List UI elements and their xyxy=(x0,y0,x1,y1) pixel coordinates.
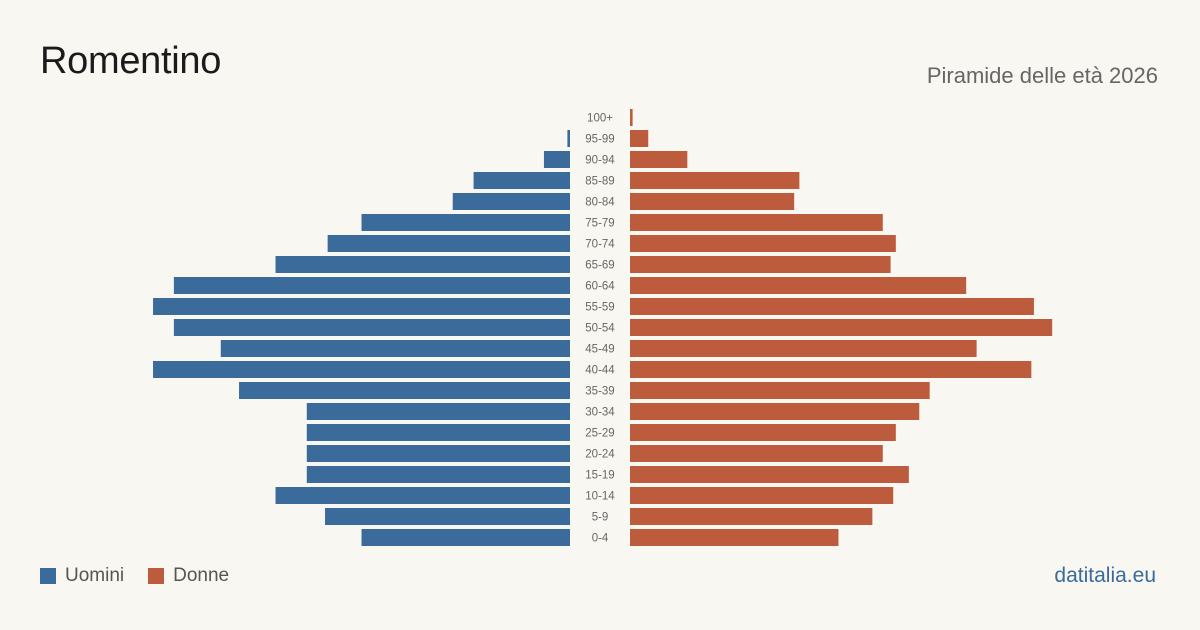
age-group-label: 100+ xyxy=(587,113,613,125)
bar-men-30-34 xyxy=(306,403,570,420)
bar-men-10-14 xyxy=(275,487,570,504)
age-group-label: 50-54 xyxy=(585,323,615,335)
age-group-label: 80-84 xyxy=(585,197,615,209)
age-group-label: 60-64 xyxy=(585,281,615,293)
bar-women-80-84 xyxy=(630,193,795,210)
age-group-label: 15-19 xyxy=(585,470,614,482)
legend-label-men: Uomini xyxy=(65,565,125,586)
bar-men-15-19 xyxy=(306,466,570,483)
bar-women-65-69 xyxy=(630,256,891,273)
age-group-label: 0-4 xyxy=(592,533,609,545)
bar-men-80-84 xyxy=(452,193,570,210)
bar-men-5-9 xyxy=(325,508,570,525)
bar-men-70-74 xyxy=(327,235,570,252)
bar-women-90-94 xyxy=(630,151,688,168)
bar-men-40-44 xyxy=(153,361,570,378)
bar-women-15-19 xyxy=(630,466,909,483)
bar-men-95-99 xyxy=(567,130,570,147)
bar-men-65-69 xyxy=(275,256,570,273)
bar-women-85-89 xyxy=(630,172,800,189)
legend-label-women: Donne xyxy=(173,565,230,586)
bar-men-75-79 xyxy=(361,214,570,231)
bar-women-25-29 xyxy=(630,424,896,441)
age-group-label: 40-44 xyxy=(585,365,615,377)
legend-item-men: Uomini xyxy=(40,565,124,587)
chart-subtitle: Piramide delle età 2026 xyxy=(926,63,1158,88)
legend-item-women: Donne xyxy=(148,565,229,587)
bar-women-45-49 xyxy=(630,340,977,357)
bar-men-50-54 xyxy=(173,319,570,336)
age-group-label: 55-59 xyxy=(585,302,614,314)
age-group-label: 5-9 xyxy=(592,512,609,524)
bar-men-0-4 xyxy=(361,529,570,546)
bar-men-25-29 xyxy=(306,424,570,441)
bar-women-55-59 xyxy=(630,298,1034,315)
bar-women-35-39 xyxy=(630,382,930,399)
bar-men-90-94 xyxy=(543,151,570,168)
bar-women-40-44 xyxy=(630,361,1032,378)
legend: Uomini Donne xyxy=(40,565,253,587)
age-group-label: 45-49 xyxy=(585,344,614,356)
bar-women-95-99 xyxy=(630,130,649,147)
age-group-label: 90-94 xyxy=(585,155,615,167)
bar-women-60-64 xyxy=(630,277,967,294)
bar-women-10-14 xyxy=(630,487,894,504)
bar-women-5-9 xyxy=(630,508,873,525)
bar-women-75-79 xyxy=(630,214,883,231)
age-group-label: 30-34 xyxy=(585,407,615,419)
bar-women-100+ xyxy=(630,109,633,126)
age-group-label: 10-14 xyxy=(585,491,615,503)
bar-men-45-49 xyxy=(220,340,570,357)
bar-women-0-4 xyxy=(630,529,839,546)
age-group-label: 20-24 xyxy=(585,449,615,461)
age-group-label: 70-74 xyxy=(585,239,615,251)
age-group-label: 65-69 xyxy=(585,260,614,272)
age-group-label: 35-39 xyxy=(585,386,614,398)
bar-women-70-74 xyxy=(630,235,896,252)
bar-men-85-89 xyxy=(473,172,570,189)
age-group-label: 95-99 xyxy=(585,134,614,146)
age-group-label: 85-89 xyxy=(585,176,614,188)
age-group-label: 75-79 xyxy=(585,218,614,230)
bar-women-20-24 xyxy=(630,445,883,462)
legend-swatch-women xyxy=(148,568,165,584)
bar-women-50-54 xyxy=(630,319,1053,336)
bar-men-55-59 xyxy=(153,298,570,315)
bar-women-30-34 xyxy=(630,403,920,420)
chart-title: Romentino xyxy=(40,40,222,82)
legend-swatch-men xyxy=(40,568,56,584)
source-link[interactable]: datitalia.eu xyxy=(1054,564,1156,587)
age-group-label: 25-29 xyxy=(585,428,614,440)
bar-men-60-64 xyxy=(173,277,570,294)
bar-men-35-39 xyxy=(239,382,570,399)
bar-men-20-24 xyxy=(306,445,570,462)
